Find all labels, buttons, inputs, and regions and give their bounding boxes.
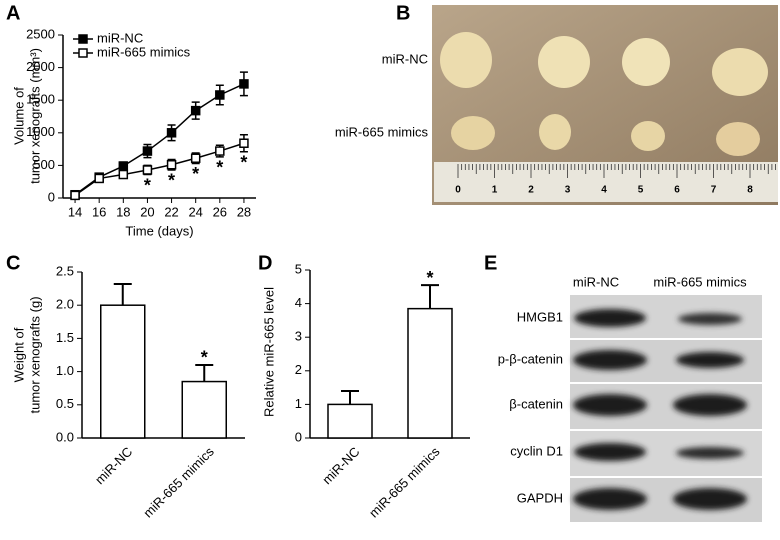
significance-mark: * [192,164,199,184]
y-tick-label: 3 [295,329,302,344]
marker [190,105,201,116]
tumor-photo [432,5,778,205]
panel-label: B [396,2,410,24]
x-tick-label: 20 [140,204,154,219]
marker [215,90,225,100]
x-tick-label: miR-NC [92,444,135,487]
blot-row-labels: HMGB1 p-β-catenin β-catenin cyclin D1 GAPDH [498,309,563,505]
blot-row-label: cyclin D1 [510,443,563,458]
y-tick-label: 500 [33,157,55,172]
ruler: 0 1 2 3 4 5 6 7 8 [455,164,776,196]
significance-mark: * [201,348,208,368]
error-bar [341,389,359,405]
x-tick-label: 22 [164,204,178,219]
western-blot [570,295,762,522]
legend-marker [78,48,88,58]
blot-row-label: p-β-catenin [498,351,563,366]
panel-label: A [6,2,20,24]
ruler-label: 5 [638,185,644,196]
bar [327,403,373,439]
y-tick-label: 0 [48,189,55,204]
x-tick-label: miR-NC [319,444,362,487]
marker [94,173,104,184]
x-tick-label: 26 [213,204,227,219]
ruler-label: 4 [601,185,607,196]
ruler-label: 1 [492,185,498,196]
legend-label: miR-665 mimics [97,44,191,59]
x-tick-label: 24 [188,204,202,219]
blot-column-label: miR-NC [573,274,619,289]
ruler-label: 3 [565,185,571,196]
marker [118,161,129,171]
marker [215,146,225,156]
y-axis-label: tumor xenografts (mm³) [27,48,42,184]
ruler-label: 7 [711,185,717,196]
x-tick-label: 18 [116,204,130,219]
x-axis-label: Time (days) [125,223,193,238]
legend-marker [78,34,88,44]
marker [239,79,249,89]
y-axis-label: tumor xenografts (g) [27,296,42,413]
x-tick-label: miR-665 mimics [366,444,443,521]
significance-mark: * [216,158,223,178]
bar [407,307,453,439]
ruler-label: 8 [747,185,753,196]
significance-mark: * [144,175,151,195]
photo-row-label: miR-NC [382,51,428,66]
panel-label: E [484,252,497,274]
marker [190,153,201,163]
marker [166,159,177,170]
y-tick-label: 0.0 [56,429,74,444]
panel-label: D [258,252,272,274]
y-axis-label: Weight of [11,327,26,382]
error-bar [195,363,214,382]
panel-label: C [6,252,20,274]
significance-mark: * [168,171,175,191]
marker [166,128,177,138]
ruler-label: 6 [674,185,680,196]
marker [118,169,129,180]
blot-row-label: β-catenin [509,396,563,411]
blot-row-label: GAPDH [517,490,563,505]
y-axis-label: Volume of [11,87,26,145]
blot-column-label: miR-665 mimics [653,274,747,289]
y-tick-label: 2.0 [56,297,74,312]
blot-row-label: HMGB1 [517,309,563,324]
error-bar [421,284,439,309]
x-tick-label: 28 [237,204,251,219]
y-tick-label: 5 [295,261,302,276]
x-tick-label: miR-665 mimics [140,444,217,521]
y-tick-label: 1500 [26,92,55,107]
legend-label: miR-NC [97,30,143,45]
bar [100,304,146,439]
y-tick-label: 1.0 [56,363,74,378]
error-bar [113,282,132,306]
y-tick-label: 1000 [26,124,55,139]
photo-row-label: miR-665 mimics [335,124,429,139]
y-tick-label: 4 [295,295,302,310]
marker [142,165,153,175]
y-tick-label: 2.5 [56,263,74,278]
y-tick-label: 0.5 [56,396,74,411]
y-tick-label: 2500 [26,26,55,41]
significance-mark: * [426,268,433,288]
x-tick-label: 16 [92,204,106,219]
y-tick-label: 1.5 [56,330,74,345]
ruler-label: 2 [528,185,534,196]
marker [142,146,153,156]
y-tick-label: 1 [295,396,302,411]
y-tick-label: 2 [295,362,302,377]
y-axis-label: Relative miR-665 level [261,287,276,417]
significance-mark: * [240,152,247,172]
marker [70,190,80,201]
y-tick-label: 2000 [26,59,55,74]
ruler-label: 0 [455,185,461,196]
bar [181,380,227,439]
marker [239,138,249,148]
y-tick-label: 0 [295,429,302,444]
x-tick-label: 14 [68,204,82,219]
